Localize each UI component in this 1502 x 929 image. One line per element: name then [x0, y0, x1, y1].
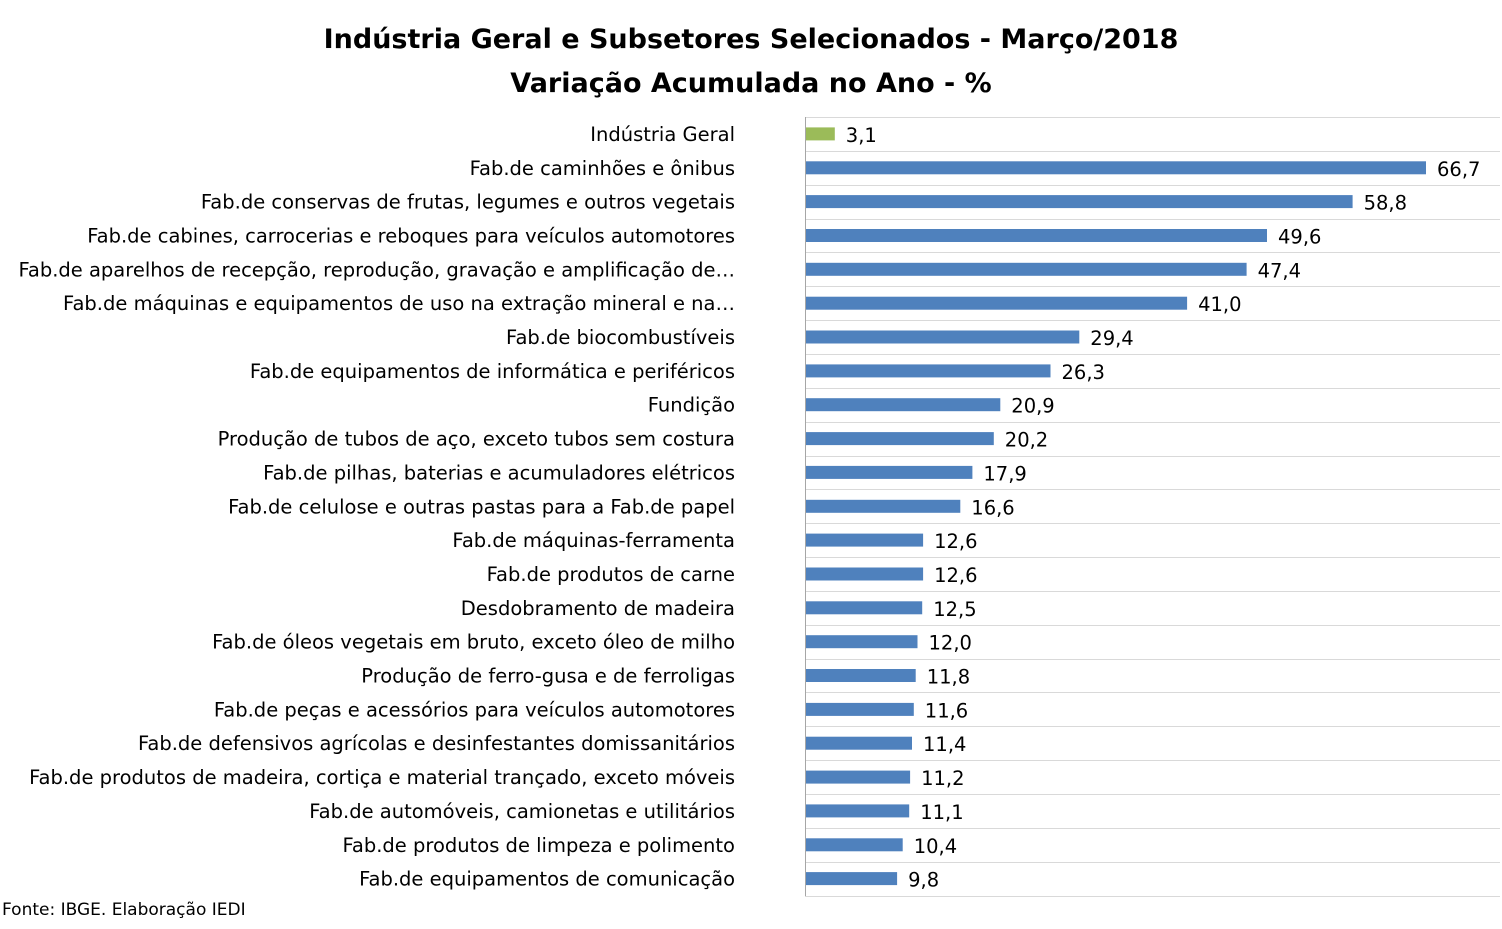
data-label: 11,4 [923, 733, 966, 756]
bar [806, 635, 918, 649]
category-label: Fab.de aparelhos de recepção, reprodução… [18, 258, 735, 281]
data-label: 12,6 [934, 564, 977, 587]
category-label: Produção de tubos de aço, exceto tubos s… [218, 428, 735, 451]
bar [806, 296, 1188, 310]
category-label: Fab.de defensivos agrícolas e desinfesta… [138, 732, 735, 755]
bar [806, 398, 1001, 412]
data-label: 49,6 [1278, 226, 1321, 249]
data-label: 26,3 [1062, 361, 1105, 384]
bar [806, 567, 924, 581]
bar [806, 432, 994, 446]
bar [806, 533, 924, 547]
bar [806, 127, 835, 141]
category-label: Fab.de equipamentos de comunicação [359, 868, 735, 891]
bar [806, 838, 903, 852]
bar [806, 229, 1267, 242]
category-label: Desdobramento de madeira [461, 597, 735, 620]
category-label: Fab.de peças e acessórios para veículos … [214, 698, 735, 721]
category-label: Fab.de produtos de limpeza e polimento [342, 834, 735, 857]
data-label: 41,0 [1198, 293, 1241, 316]
chart-title-block: Indústria Geral e Subsetores Selecionado… [0, 18, 1502, 106]
chart-title: Indústria Geral e Subsetores Selecionado… [323, 24, 1179, 55]
data-label: 12,5 [933, 598, 976, 621]
data-label: 12,6 [934, 530, 977, 553]
bar [806, 770, 911, 784]
bar [806, 330, 1080, 344]
chart-subtitle: Variação Acumulada no Ano - % [510, 68, 992, 99]
bar [806, 669, 916, 682]
category-label: Fab.de caminhões e ônibus [470, 157, 735, 180]
bar [806, 364, 1051, 378]
data-label: 3,1 [846, 124, 877, 147]
bar [806, 736, 912, 750]
data-label: 11,8 [927, 666, 970, 689]
data-label: 47,4 [1258, 259, 1301, 282]
category-label: Fab.de equipamentos de informática e per… [250, 360, 735, 383]
bar [806, 872, 898, 886]
data-label: 10,4 [914, 835, 957, 858]
category-label: Fab.de celulose e outras pastas para a F… [228, 495, 735, 518]
category-label: Fab.de cabines, carrocerias e reboques p… [87, 225, 735, 248]
data-label: 20,2 [1005, 429, 1048, 452]
category-label: Indústria Geral [590, 123, 735, 146]
data-label: 66,7 [1437, 158, 1480, 181]
bar [806, 702, 914, 716]
category-label: Fab.de produtos de madeira, cortiça e ma… [29, 766, 735, 789]
data-label: 16,6 [971, 496, 1014, 519]
data-label: 11,1 [920, 801, 963, 824]
bar [806, 499, 961, 513]
bar [806, 465, 973, 479]
data-label: 20,9 [1011, 395, 1054, 418]
data-label: 29,4 [1090, 327, 1133, 350]
bar [806, 804, 910, 818]
category-label: Fundição [648, 394, 735, 417]
data-label: 11,6 [925, 699, 968, 722]
category-label: Fab.de máquinas-ferramenta [452, 529, 735, 552]
data-label: 58,8 [1364, 192, 1407, 215]
bar [806, 161, 1426, 175]
category-label: Produção de ferro-gusa e de ferroligas [361, 665, 735, 688]
data-label: 12,0 [929, 632, 972, 655]
bar [806, 262, 1247, 276]
source-note: Fonte: IBGE. Elaboração IEDI [2, 900, 246, 920]
category-label: Fab.de óleos vegetais em bruto, exceto ó… [212, 631, 735, 654]
bar [806, 601, 923, 615]
category-label: Fab.de pilhas, baterias e acumuladores e… [263, 461, 735, 484]
category-label: Fab.de conservas de frutas, legumes e ou… [201, 191, 735, 214]
bar [806, 195, 1353, 209]
data-label: 11,2 [921, 767, 964, 790]
data-label: 17,9 [983, 462, 1026, 485]
category-label: Fab.de biocombustíveis [506, 326, 735, 349]
category-label: Fab.de automóveis, camionetas e utilitár… [309, 800, 735, 823]
category-label: Fab.de produtos de carne [487, 563, 735, 586]
category-label: Fab.de máquinas e equipamentos de uso na… [63, 292, 735, 315]
data-label: 9,8 [908, 869, 939, 892]
